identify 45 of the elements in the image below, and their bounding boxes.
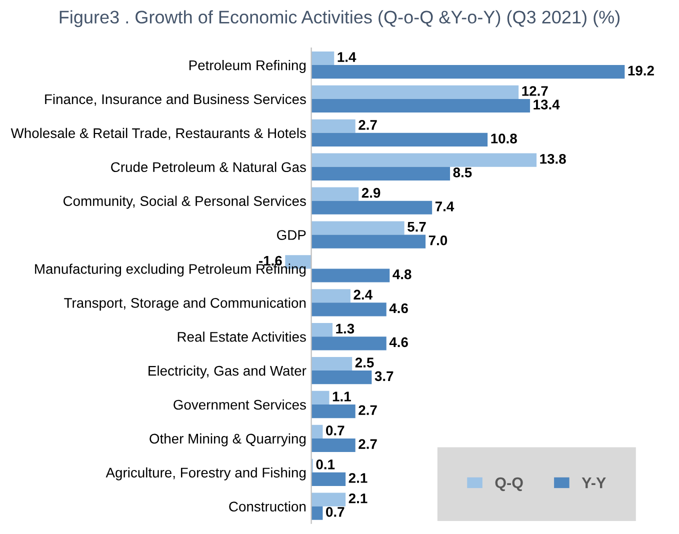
data-label: 4.8 <box>392 269 412 280</box>
data-label: 2.7 <box>358 405 377 415</box>
y-tick-label: Crude Petroleum & Natural Gas <box>111 162 306 172</box>
y-tick-label: Wholesale & Retail Trade, Restaurants & Hotels <box>10 128 306 140</box>
data-label: 2.4 <box>354 290 372 300</box>
y-tick-label: Construction <box>229 501 306 512</box>
data-label: 1.4 <box>338 52 356 62</box>
legend-label: Y-Y <box>582 478 606 488</box>
data-label: -1.6 <box>259 256 282 266</box>
data-label: 4.6 <box>389 303 408 314</box>
y-tick-label: Transport, Storage and Communication <box>64 298 306 311</box>
y-tick-label: Agriculture, Forestry and Fishing <box>106 467 306 480</box>
y-tick-label: Other Mining & Quarrying <box>150 433 306 446</box>
data-label: 0.1 <box>316 460 335 470</box>
data-label: 2.9 <box>362 188 380 198</box>
data-label: 2.1 <box>348 473 368 483</box>
data-label: 2.1 <box>348 493 368 504</box>
chart-title: Figure3 . Growth of Economic Activities (Q-o-Q &Y-o-Y) (Q3 2021) (%) <box>60 10 620 28</box>
data-label: 1.1 <box>332 392 351 402</box>
data-label: 19.2 <box>628 66 654 76</box>
data-label: 2.7 <box>358 120 377 130</box>
data-label: 1.3 <box>336 324 354 334</box>
y-tick-label: Government Services <box>174 399 306 410</box>
y-tick-label: Community, Social & Personal Services <box>63 196 306 209</box>
data-label: 8.5 <box>453 168 472 178</box>
data-label: 7.4 <box>435 202 454 212</box>
data-label: 4.6 <box>389 337 408 348</box>
data-label: 7.0 <box>428 235 448 246</box>
data-label: 13.4 <box>534 100 560 110</box>
data-label: 13.8 <box>540 154 566 164</box>
y-tick-label: Real Estate Activities <box>178 332 306 342</box>
y-tick-label: GDP <box>277 230 306 240</box>
data-label: 5.7 <box>408 222 426 232</box>
data-label: 0.7 <box>326 426 344 436</box>
y-tick-label: Manufacturing excluding Petroleum Refining <box>35 264 306 277</box>
data-label: 0.7 <box>326 507 344 517</box>
y-tick-label: Petroleum Refining <box>189 60 306 73</box>
data-label: 2.5 <box>355 358 374 368</box>
y-tick-label: Electricity, Gas and Water <box>148 366 306 378</box>
data-label: 12.7 <box>522 86 548 96</box>
y-tick-label: Finance, Insurance and Business Services <box>45 94 306 106</box>
data-label: 10.8 <box>491 134 517 144</box>
legend-label: Q-Q <box>495 477 523 492</box>
data-label: 2.7 <box>358 439 377 449</box>
data-label: 3.7 <box>374 371 394 382</box>
